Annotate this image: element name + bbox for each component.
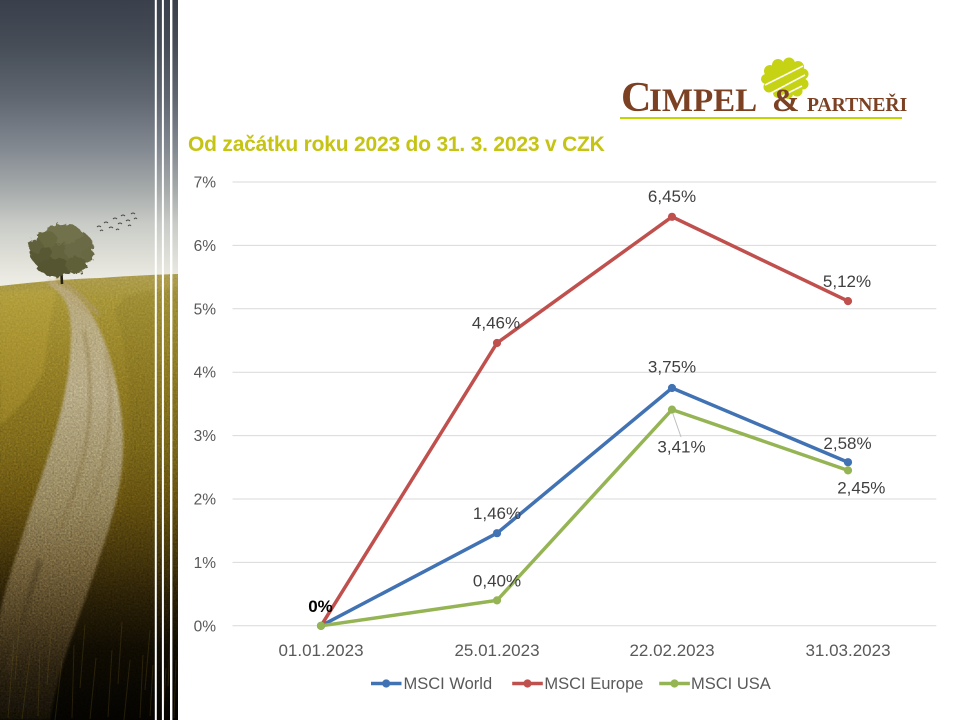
- svg-text:2%: 2%: [194, 492, 217, 509]
- svg-text:01.01.2023: 01.01.2023: [278, 641, 363, 660]
- svg-text:4%: 4%: [194, 365, 217, 382]
- svg-text:IMPEL: IMPEL: [649, 83, 757, 119]
- svg-text:MSCI Europe: MSCI Europe: [544, 675, 643, 693]
- svg-text:&: &: [772, 83, 800, 119]
- svg-text:6%: 6%: [194, 238, 217, 255]
- svg-text:0%: 0%: [194, 618, 217, 635]
- svg-text:25.01.2023: 25.01.2023: [454, 641, 539, 660]
- svg-text:1,46%: 1,46%: [473, 504, 521, 523]
- svg-text:5,12%: 5,12%: [823, 272, 871, 291]
- svg-text:31.03.2023: 31.03.2023: [805, 641, 890, 660]
- svg-text:0%: 0%: [308, 597, 333, 616]
- svg-text:MSCI USA: MSCI USA: [691, 675, 771, 693]
- svg-text:3%: 3%: [194, 428, 217, 445]
- svg-text:2,45%: 2,45%: [837, 478, 885, 497]
- svg-text:5%: 5%: [194, 301, 217, 318]
- svg-text:1%: 1%: [194, 555, 217, 572]
- svg-text:2,58%: 2,58%: [823, 434, 871, 453]
- svg-text:7%: 7%: [194, 175, 217, 192]
- svg-text:6,45%: 6,45%: [648, 187, 696, 206]
- svg-text:C: C: [621, 75, 651, 121]
- svg-text:3,41%: 3,41%: [657, 437, 705, 456]
- svg-text:PARTNEŘI: PARTNEŘI: [807, 94, 907, 116]
- svg-text:4,46%: 4,46%: [472, 314, 520, 333]
- svg-text:0,40%: 0,40%: [473, 572, 521, 591]
- svg-text:22.02.2023: 22.02.2023: [629, 641, 714, 660]
- svg-text:MSCI World: MSCI World: [404, 675, 493, 693]
- svg-text:3,75%: 3,75%: [648, 358, 696, 377]
